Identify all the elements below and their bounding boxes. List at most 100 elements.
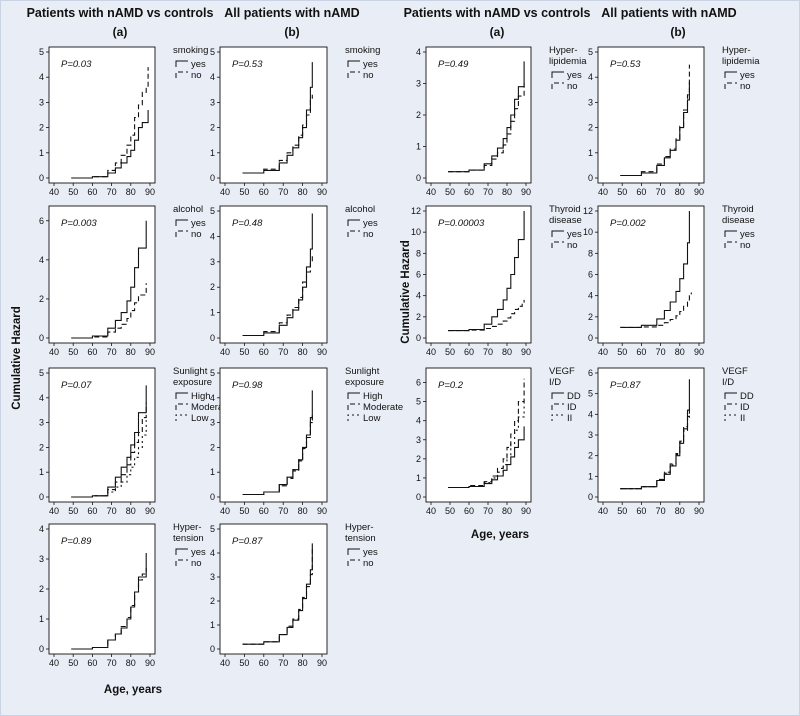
y-tick-label: 5 (210, 47, 215, 57)
y-tick-label: 4 (210, 231, 215, 241)
x-tick-label: 70 (107, 506, 117, 516)
series-low-line (242, 417, 313, 496)
legend-symbol (724, 71, 737, 78)
y-tick-label: 2 (39, 442, 44, 452)
legend-label: no (363, 229, 374, 240)
legend-title: Hyper- (549, 45, 578, 56)
legend-label: no (363, 70, 374, 81)
series-id-line (448, 378, 525, 489)
series-no-line (448, 80, 525, 173)
legend-title: disease (549, 215, 582, 226)
p-value: P=0.07 (61, 380, 92, 391)
y-tick-label: 4 (39, 255, 44, 265)
x-tick-label: 40 (49, 506, 59, 516)
x-tick-label: 40 (49, 658, 59, 668)
x-tick-label: 90 (145, 187, 155, 197)
x-tick-label: 40 (220, 658, 230, 668)
y-tick-label: 4 (39, 524, 44, 534)
y-tick-label: 2 (210, 596, 215, 606)
plot-area (597, 46, 705, 184)
x-tick-label: 50 (68, 187, 78, 197)
legend-label: High (363, 391, 383, 402)
x-tick-label: 70 (656, 187, 666, 197)
x-tick-label: 50 (239, 506, 249, 516)
y-tick-label: 2 (588, 123, 593, 133)
x-tick-label: 60 (87, 187, 97, 197)
y-tick-label: 0 (588, 333, 593, 343)
legend-symbol (175, 219, 188, 226)
left-header-a: Patients with nAMD vs controls (27, 6, 214, 20)
y-tick-label: 4 (588, 291, 593, 301)
y-tick-label: 6 (416, 378, 421, 388)
x-tick-label: 90 (521, 506, 531, 516)
right-sub-a: (a) (490, 25, 505, 39)
series-no-line (71, 283, 147, 339)
plot-area (219, 205, 328, 344)
x-tick-label: 60 (259, 187, 269, 197)
p-value: P=0.48 (232, 218, 263, 229)
y-tick-label: 1 (416, 473, 421, 483)
legend-title: tension (345, 533, 376, 544)
x-tick-label: 60 (259, 506, 269, 516)
y-tick-label: 0 (39, 492, 44, 502)
x-tick-label: 60 (636, 187, 646, 197)
x-tick-label: 90 (521, 187, 531, 197)
y-tick-label: 8 (416, 248, 421, 258)
legend-title: Hyper- (722, 45, 751, 56)
series-no-line (242, 254, 313, 337)
legend-label: Low (191, 413, 209, 424)
y-tick-label: 5 (588, 389, 593, 399)
x-tick-label: 90 (521, 347, 531, 357)
series-yes-line (620, 82, 690, 177)
right-header-b: All patients with nAMD (601, 6, 736, 20)
legend-label: ID (740, 402, 750, 413)
legend-label: Low (363, 413, 381, 424)
y-tick-label: 3 (210, 418, 215, 428)
legend-label: yes (363, 218, 378, 229)
panel-hypertension_b: 40 50 60 70 80 90 0 1 2 3 4 5 P=0.87 Hyper-tension yes… (210, 522, 378, 668)
x-tick-label: 90 (145, 506, 155, 516)
legend-label: II (567, 413, 572, 424)
plot-area (219, 523, 328, 655)
legend-symbol (551, 71, 564, 78)
y-tick-label: 4 (588, 72, 593, 82)
x-tick-label: 90 (694, 187, 704, 197)
legend-symbol (175, 60, 188, 67)
legend-label: Moderate (191, 402, 231, 413)
x-tick-label: 60 (636, 506, 646, 516)
x-tick-label: 80 (126, 187, 136, 197)
legend-label: yes (740, 70, 755, 81)
legend-title: VEGF (722, 366, 748, 377)
x-tick-label: 70 (278, 658, 288, 668)
x-tick-label: 60 (87, 658, 97, 668)
series-yes-line (620, 211, 690, 328)
y-tick-label: 5 (588, 47, 593, 57)
legend-symbol (724, 392, 737, 399)
y-tick-label: 2 (588, 451, 593, 461)
x-tick-label: 40 (598, 187, 608, 197)
x-tick-label: 50 (617, 187, 627, 197)
panel-hyperlipidemia_a: 40 50 60 70 80 90 0 1 2 3 4 P=0.49 Hyper-lipidemia ye… (416, 45, 587, 197)
legend-symbol (347, 71, 360, 78)
legend-label: ID (567, 402, 577, 413)
x-tick-label: 90 (694, 347, 704, 357)
y-tick-label: 1 (210, 620, 215, 630)
plot-area (48, 523, 156, 655)
y-tick-label: 2 (210, 442, 215, 452)
legend-title: Hyper- (173, 522, 202, 533)
series-dd-line (620, 379, 690, 490)
series-no-line (242, 94, 313, 174)
plot-area (48, 205, 156, 344)
series-yes-line (242, 543, 313, 645)
series-yes-line (71, 220, 147, 339)
y-tick-label: 4 (588, 409, 593, 419)
x-tick-label: 40 (49, 187, 59, 197)
y-tick-label: 10 (411, 227, 421, 237)
x-tick-label: 90 (317, 187, 327, 197)
y-tick-label: 4 (210, 548, 215, 558)
x-tick-label: 40 (49, 347, 59, 357)
legend-symbol (724, 230, 737, 237)
